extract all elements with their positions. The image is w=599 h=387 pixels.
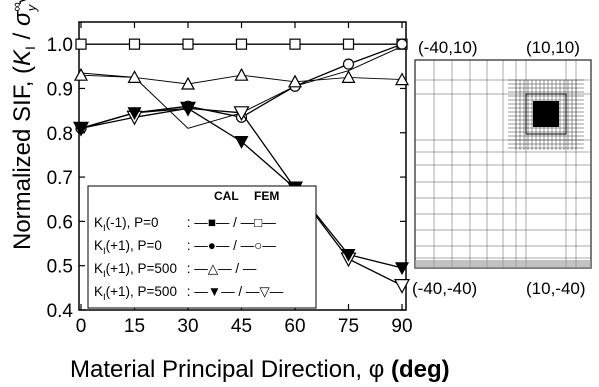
plot-frame: [78, 21, 407, 311]
triangle-down-open-marker: [393, 279, 411, 294]
triangle-up-open-marker: [127, 70, 142, 83]
legend-entry-3: KI(+1), P=500 : —▼— / —▽—: [94, 284, 284, 303]
y-tick-label: 0.4: [47, 301, 74, 322]
mesh-inset: (-40,10) (10,10) (-40,-40) (10,-40): [412, 38, 592, 298]
triangle-down-filled-marker: [73, 122, 89, 136]
square-open-marker: [289, 38, 301, 50]
triangle-down-filled-marker: [394, 262, 410, 276]
triangle-up-open-marker: [287, 74, 303, 88]
mesh-label-bottom-right: (10,-40): [526, 279, 586, 298]
x-tick-label: 0: [76, 316, 87, 337]
mesh-refined-core: [533, 101, 559, 127]
axis-ticks: 0 15 30 45 60 75 90 0.4 0.5 0.6 0.7 0.8 0.9 1.0: [47, 22, 413, 337]
circle-open-marker: [342, 58, 355, 70]
legend: CAL FEM KI(-1), P=0 : —■— / —□— KI(+1), P…: [87, 185, 317, 309]
x-label-symbol: φ: [369, 356, 385, 383]
x-tick-label: 75: [338, 316, 359, 337]
y-label-sigma-sub: y: [24, 3, 39, 12]
mesh-refine-box: [525, 93, 567, 135]
y-label-prefix: Normalized SIF, (: [9, 66, 36, 250]
series-layer: [72, 38, 411, 294]
legend-entry-2: KI(+1), P=500 : —△— / —: [94, 261, 257, 280]
y-label-sigma: σ: [9, 10, 36, 26]
legend-header-fem: FEM: [254, 189, 279, 203]
triangle-down-filled-marker: [127, 107, 142, 121]
x-tick-label: 60: [284, 316, 305, 337]
y-tick-label: 0.5: [47, 257, 73, 278]
circle-open-marker: [396, 38, 408, 50]
triangle-down-filled-marker: [234, 136, 249, 149]
square-open-marker: [342, 38, 355, 50]
triangle-up-open-marker: [180, 76, 196, 90]
y-tick-label: 0.6: [47, 212, 73, 233]
triangle-down-filled-marker: [180, 102, 196, 116]
y-label-k: K: [9, 49, 36, 66]
triangle-down-filled-marker: [341, 249, 356, 262]
x-tick-label: 90: [391, 316, 412, 337]
triangle-down-open-marker: [233, 106, 250, 122]
x-tick-label: 15: [124, 316, 145, 337]
y-tick-label: 0.8: [47, 124, 73, 145]
triangle-up-open-marker: [394, 72, 410, 86]
mesh-grid: [414, 59, 592, 269]
legend-box: [87, 185, 317, 309]
x-label-main: Material Principal Direction,: [70, 356, 369, 383]
x-label-unit: (deg): [384, 356, 449, 383]
triangle-up-open-marker: [234, 67, 249, 81]
mesh-label-top-right: (10,10): [526, 38, 580, 57]
y-tick-label: 0.7: [47, 168, 73, 189]
square-open-marker: [128, 38, 141, 50]
mesh-label-bottom-left: (-40,-40): [412, 279, 477, 298]
triangle-up-open-marker: [341, 70, 356, 83]
y-tick-label: 0.9: [47, 79, 73, 100]
triangle-up-open-marker: [73, 67, 89, 81]
y-label-slash: /: [9, 26, 36, 46]
legend-header-cal: CAL: [214, 189, 239, 203]
legend-entry-1: KI(+1), P=0 : —●— / —○—: [94, 238, 276, 257]
mesh-label-top-left: (-40,10): [418, 38, 478, 57]
square-open-marker: [182, 38, 194, 50]
y-label-sigma-sup: ∞: [9, 2, 24, 11]
x-tick-label: 30: [177, 316, 198, 337]
x-tick-label: 45: [231, 316, 252, 337]
y-label-root: √: [9, 0, 36, 5]
mesh-bottom-band: [415, 260, 591, 268]
square-open-marker: [75, 38, 87, 50]
legend-entry-0: KI(-1), P=0 : —■— / —□—: [94, 215, 276, 234]
y-axis-label: Normalized SIF, (KI / σ∞y√πa ): [9, 0, 39, 250]
y-label-k-sub: I: [22, 46, 38, 50]
x-axis-label: Material Principal Direction, φ (deg): [70, 356, 450, 383]
y-tick-label: 1.0: [47, 35, 73, 56]
square-open-marker: [235, 38, 248, 50]
